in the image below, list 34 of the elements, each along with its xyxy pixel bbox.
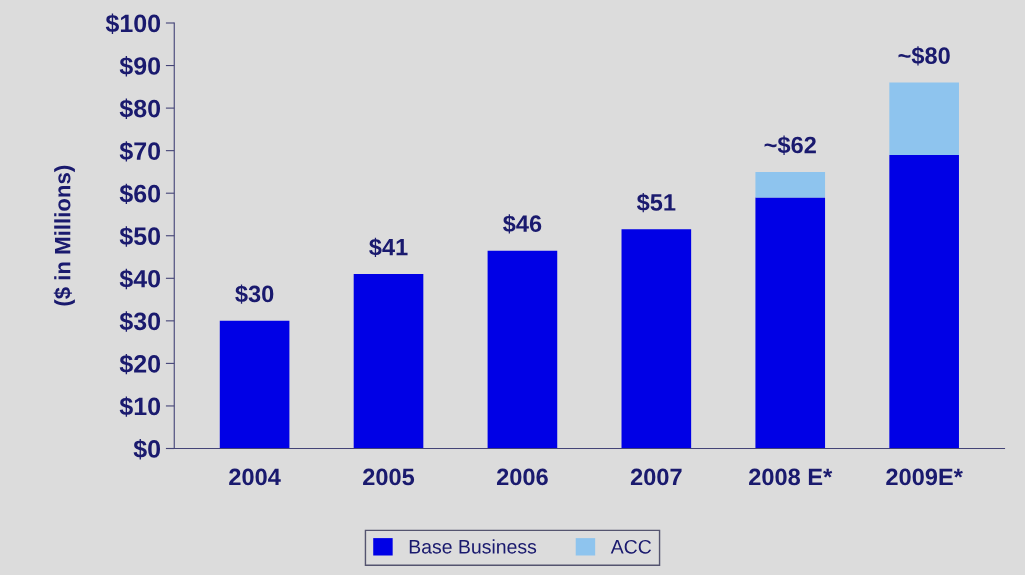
annotation: $51 [636, 193, 676, 213]
annotation: ~$80 [898, 46, 950, 66]
x-tick-label: 2004 [229, 468, 281, 486]
y-tick-label: $50 [119, 226, 161, 247]
bar [353, 274, 424, 449]
y-axis-title: ($ in Millions) [53, 165, 75, 306]
bar [889, 154, 959, 449]
y-tick-label: $0 [133, 439, 161, 460]
y-tick-label: $60 [119, 183, 161, 205]
legend-label: ACC [610, 539, 652, 554]
y-tick-label: $90 [119, 56, 161, 77]
y-tick-label: $100 [105, 13, 161, 34]
annotation: $30 [235, 284, 274, 304]
x-tick-label: 2008 E* [749, 468, 833, 486]
bar [755, 197, 826, 449]
bar [219, 320, 290, 449]
bar [755, 171, 826, 198]
annotation: ~$62 [764, 135, 816, 155]
y-tick-label: $30 [119, 311, 161, 332]
x-tick-label: 2009E* [886, 468, 963, 486]
annotation: $41 [369, 237, 408, 258]
x-tick-label: 2007 [630, 468, 682, 486]
y-tick-label: $80 [119, 98, 161, 120]
y-tick-label: $20 [119, 353, 161, 375]
bar [487, 250, 558, 449]
y-tick-label: $40 [119, 268, 161, 290]
legend-label: Base Business [409, 539, 537, 554]
y-tick-label: $70 [119, 141, 161, 162]
x-tick-label: 2005 [363, 468, 415, 486]
y-tick-label: $10 [119, 396, 161, 417]
bar [889, 82, 959, 155]
bar [621, 229, 692, 449]
annotation: $46 [503, 214, 542, 234]
x-tick-label: 2006 [496, 468, 548, 486]
